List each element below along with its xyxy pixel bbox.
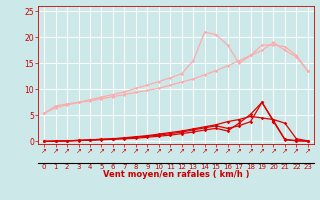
X-axis label: Vent moyen/en rafales ( km/h ): Vent moyen/en rafales ( km/h ) [103,170,249,179]
